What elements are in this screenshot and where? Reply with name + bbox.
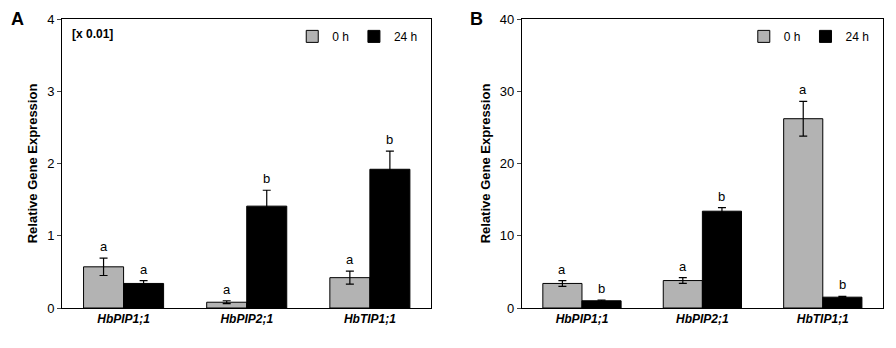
svg-text:a: a [679,259,687,274]
svg-text:b: b [386,132,393,147]
svg-text:1: 1 [47,228,54,243]
svg-text:b: b [263,171,270,186]
svg-text:HbPIP2;1: HbPIP2;1 [220,312,273,326]
svg-text:HbTIP1;1: HbTIP1;1 [797,312,849,326]
svg-text:30: 30 [500,84,514,99]
svg-text:0 h: 0 h [332,30,349,44]
svg-text:10: 10 [500,228,514,243]
svg-text:HbPIP1;1: HbPIP1;1 [556,312,609,326]
svg-text:24 h: 24 h [845,30,868,44]
svg-text:4: 4 [47,12,54,27]
svg-text:a: a [140,262,148,277]
svg-text:a: a [100,239,108,254]
svg-text:a: a [346,252,354,267]
svg-text:3: 3 [47,84,54,99]
svg-text:40: 40 [500,12,514,27]
svg-text:0: 0 [47,301,54,316]
svg-text:a: a [799,82,807,97]
svg-text:b: b [839,277,846,292]
svg-text:20: 20 [500,156,514,171]
svg-text:0 h: 0 h [784,30,801,44]
svg-text:0: 0 [507,301,514,316]
svg-text:Relative Gene Expression: Relative Gene Expression [25,84,40,244]
svg-text:b: b [718,189,725,204]
svg-text:HbTIP1;1: HbTIP1;1 [344,312,396,326]
svg-text:A: A [11,9,24,29]
svg-text:2: 2 [47,156,54,171]
svg-text:HbPIP1;1: HbPIP1;1 [97,312,150,326]
svg-text:a: a [223,282,231,297]
svg-text:b: b [598,281,605,296]
svg-text:Relative Gene Expression: Relative Gene Expression [478,84,493,244]
svg-text:HbPIP2;1: HbPIP2;1 [676,312,729,326]
svg-text:24 h: 24 h [394,30,417,44]
svg-text:B: B [470,9,483,29]
svg-text:a: a [558,262,566,277]
svg-text:[x 0.01]: [x 0.01] [72,27,113,41]
